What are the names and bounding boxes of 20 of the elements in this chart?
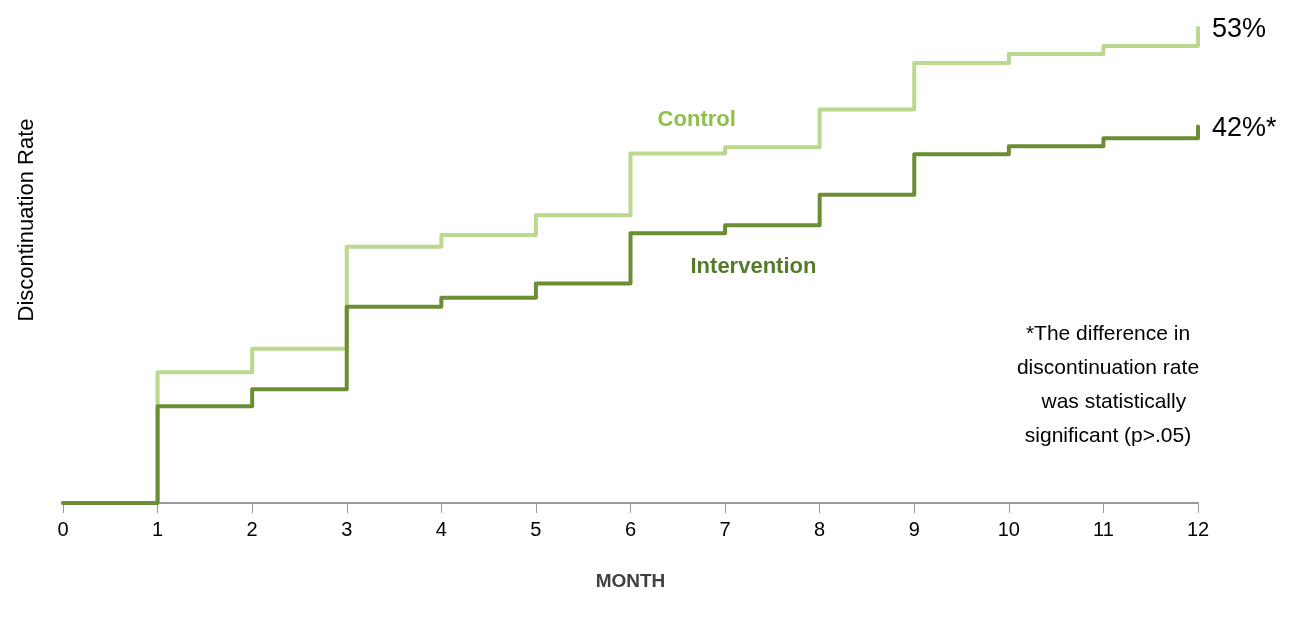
series-label: Control <box>657 105 736 131</box>
x-tick-label: 2 <box>246 518 258 540</box>
x-tick-label: 10 <box>997 518 1020 540</box>
x-tick-label: 8 <box>814 518 826 540</box>
y-axis-title: Discontinuation Rate <box>12 118 38 322</box>
data-label: 53% <box>1212 13 1267 43</box>
x-tick-label: 9 <box>908 518 920 540</box>
x-tick-label: 12 <box>1186 518 1210 540</box>
series-label: Intervention <box>690 253 817 278</box>
x-tick-label: 4 <box>435 518 447 540</box>
x-tick-label: 11 <box>1093 518 1114 540</box>
x-tick-label: 7 <box>719 518 731 540</box>
x-tick-label: 6 <box>624 518 637 540</box>
x-tick-label: 5 <box>530 518 542 540</box>
x-tick-label: 1 <box>152 518 164 540</box>
x-axis-title: MONTH <box>595 570 666 591</box>
data-label: 42%* <box>1212 111 1278 142</box>
x-tick-label: 0 <box>57 518 69 540</box>
annotation: *The difference in discontinuation rate was statistically significant (p>.05) <box>1016 320 1200 446</box>
x-tick-label: 3 <box>341 518 353 540</box>
